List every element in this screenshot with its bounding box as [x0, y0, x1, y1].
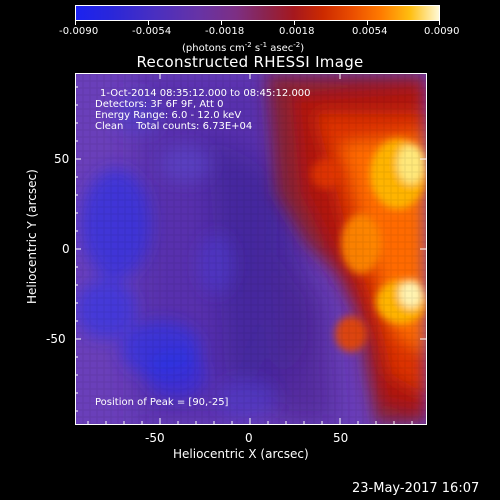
peak-position: Position of Peak = [90,-25]: [95, 397, 229, 408]
colorbar-tick-label: 0.0054: [352, 26, 388, 37]
colorbar-ticks: [0, 5, 500, 35]
colorbar-units: (photons cm-2 s-1 asec-2): [182, 41, 305, 54]
colorbar-tick-label: -0.0090: [59, 26, 99, 37]
colorbar-tick-label: -0.0018: [205, 26, 245, 37]
colorbar-tick-label: 0.0090: [424, 26, 460, 37]
x-tick-label: -50: [145, 431, 165, 445]
colorbar-tick-label: -0.0054: [132, 26, 172, 37]
image-raster: [76, 74, 426, 424]
colorbar-tick-label: 0.0018: [279, 26, 315, 37]
energy-range-info: Energy Range: 6.0 - 12.0 keV: [95, 110, 242, 121]
observation-time: 1-Oct-2014 08:35:12.000 to 08:45:12.000: [100, 88, 311, 99]
detectors-info: Detectors: 3F 6F 9F, Att 0: [95, 99, 224, 110]
y-axis-label: Heliocentric Y (arcsec): [25, 169, 39, 304]
x-tick-label: 50: [333, 431, 349, 445]
y-tick-label: 50: [54, 152, 70, 166]
plot-title: Reconstructed RHESSI Image: [136, 53, 364, 71]
y-tick-label: 0: [62, 242, 70, 256]
colorbar: [75, 5, 440, 21]
rhessi-image: 1-Oct-2014 08:35:12.000 to 08:45:12.000 …: [75, 73, 427, 425]
x-tick-label: 0: [245, 431, 253, 445]
clean-total-counts: Clean Total counts: 6.73E+04: [95, 121, 253, 132]
x-axis-label: Heliocentric X (arcsec): [173, 447, 309, 461]
plot-timestamp: 23-May-2017 16:07: [352, 481, 480, 496]
y-tick-label: -50: [46, 332, 66, 346]
